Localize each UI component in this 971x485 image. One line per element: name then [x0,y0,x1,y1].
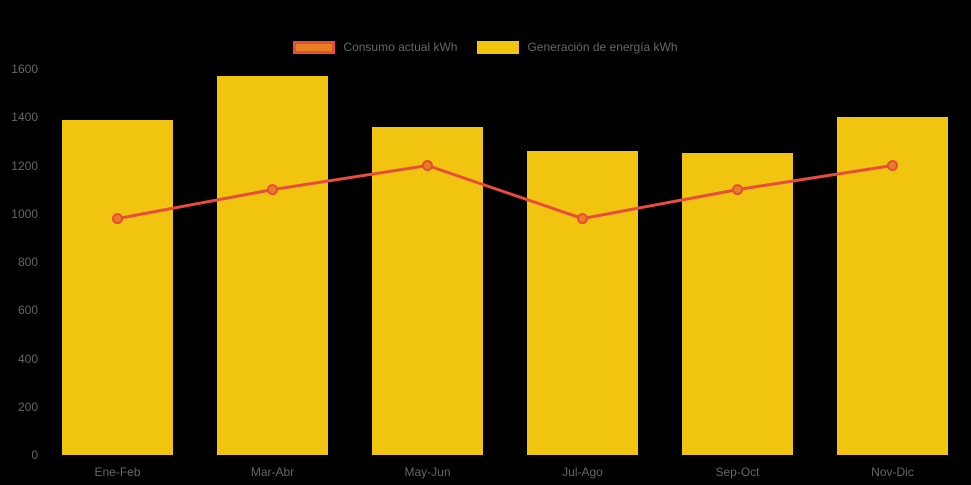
x-axis-tick-label: Mar-Abr [250,465,295,479]
consumption-line-point[interactable] [732,184,743,196]
consumption-line-point[interactable] [422,160,433,171]
legend-swatch [293,40,336,54]
x-axis-tick-label: May-Jun [404,465,451,479]
x-axis-tick-label: Jul-Ago [562,465,603,479]
y-axis-tick-label: 1400 [11,110,38,125]
consumption-line-point[interactable] [577,213,588,225]
consumption-line-point[interactable] [267,184,278,196]
chart-legend: Consumo actual kWh Generación de energía … [0,40,971,54]
y-axis-tick-label: 0 [31,448,38,462]
y-axis-tick-label: 600 [17,303,38,318]
x-axis-tick-label: Ene-Feb [94,465,141,479]
legend-label: Consumo actual kWh [343,40,458,54]
y-axis-tick-label: 800 [17,255,38,269]
legend-item[interactable]: Consumo actual kWh [293,40,457,54]
y-axis-tick-label: 1600 [11,62,38,76]
legend-item[interactable]: Generación de energía kWh [477,40,678,54]
consumption-line-point[interactable] [887,160,898,171]
y-axis-tick-label: 1000 [11,206,38,221]
generation-bar[interactable] [371,126,484,455]
generation-bar[interactable] [526,151,639,455]
y-axis-tick-label: 1200 [11,158,38,173]
generation-bar[interactable] [836,117,949,455]
legend-swatch [477,40,520,54]
x-axis-tick-label: Nov-Dic [871,465,914,479]
consumption-line [117,163,893,221]
legend-label: Generación de energía kWh [527,40,678,54]
x-axis-tick-label: Sep-Oct [715,465,760,479]
consumption-line-point[interactable] [112,213,123,225]
generation-bar[interactable] [681,153,794,455]
y-axis-tick-label: 200 [17,399,38,414]
generation-bar[interactable] [216,76,329,455]
y-axis-tick-label: 400 [17,351,38,366]
generation-bar[interactable] [61,119,174,455]
